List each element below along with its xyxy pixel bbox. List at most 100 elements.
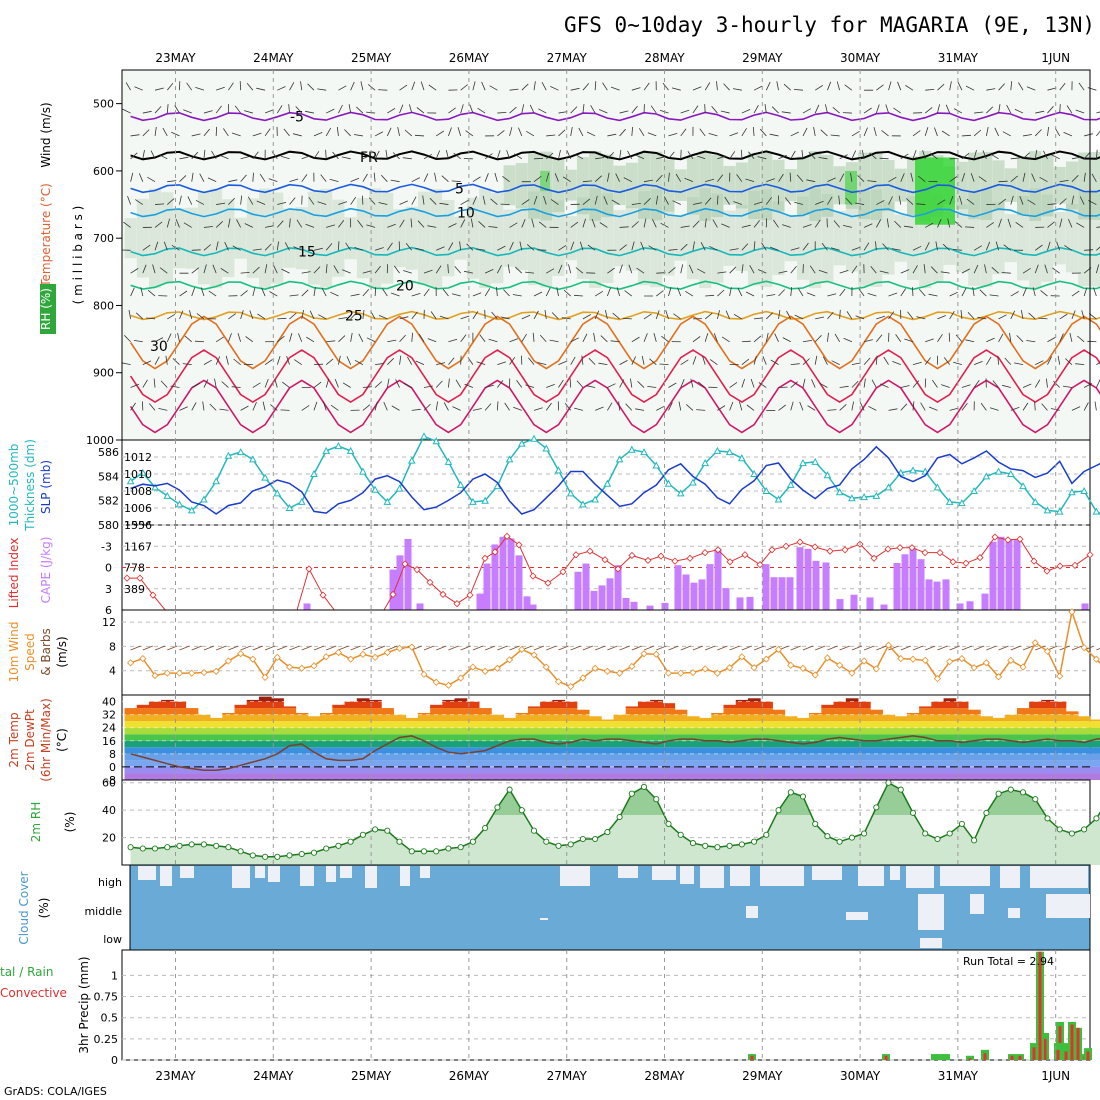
temp-band xyxy=(564,701,578,709)
temp-band xyxy=(173,727,187,735)
wind-barb xyxy=(194,340,204,343)
wind-barb xyxy=(937,83,945,91)
temp-band xyxy=(442,708,456,715)
wind-barb xyxy=(203,128,211,137)
day-label-top: 24MAY xyxy=(253,51,294,65)
temp-band xyxy=(1029,760,1042,767)
temp-band xyxy=(136,708,150,715)
clear-sky-block xyxy=(890,866,900,880)
rh-cell xyxy=(369,188,382,288)
wind-barb xyxy=(894,220,902,228)
wind-barb xyxy=(219,155,229,160)
temp-band xyxy=(148,753,162,761)
temp-band xyxy=(1041,766,1055,774)
temp-band xyxy=(601,760,614,767)
wind-barb xyxy=(576,380,584,388)
li-point xyxy=(686,554,694,562)
wind-barb xyxy=(399,316,409,320)
temp-band xyxy=(332,773,346,780)
wind-barb xyxy=(876,315,886,320)
temp-band xyxy=(760,760,773,767)
day-label-top: 25MAY xyxy=(351,51,392,65)
temp-band xyxy=(564,727,578,735)
rh-cell xyxy=(1004,168,1017,202)
temp-band xyxy=(552,721,566,728)
wind-barb xyxy=(876,200,885,205)
wind-barb xyxy=(600,335,608,343)
temp-band xyxy=(344,753,358,761)
wind-barb xyxy=(711,105,718,114)
wind-barb xyxy=(1018,82,1024,91)
wind10-speed-point xyxy=(970,664,978,672)
rh-cell xyxy=(894,168,907,202)
rh-cell xyxy=(980,151,993,221)
temp-band xyxy=(222,734,236,741)
temp-band xyxy=(821,753,835,761)
rh-area xyxy=(127,779,1100,865)
wind-barb xyxy=(387,358,394,365)
temp-band xyxy=(650,708,663,715)
wind-barb xyxy=(661,335,669,343)
temp-band xyxy=(271,773,284,780)
wind-barb xyxy=(496,287,498,297)
temp-band xyxy=(564,708,578,715)
wind10-speed-point xyxy=(933,675,942,683)
temp-band xyxy=(479,753,492,761)
rh-cell xyxy=(1041,194,1054,282)
temp-band xyxy=(197,727,211,735)
temp-band xyxy=(723,747,737,754)
temp-band xyxy=(1065,747,1079,754)
wind-barb xyxy=(961,134,971,137)
wind10-speed-point xyxy=(518,645,526,654)
temp-band xyxy=(699,734,712,741)
wind-barb xyxy=(1047,126,1049,136)
wind-barb xyxy=(203,264,207,274)
wind-barb xyxy=(1066,105,1073,114)
thickness-line-point xyxy=(126,477,135,485)
temp-band xyxy=(136,740,150,748)
temp-band xyxy=(258,734,272,741)
wind-barb xyxy=(643,313,652,320)
thickness-line-point xyxy=(322,446,331,454)
wind-barb xyxy=(653,332,657,342)
temp-band xyxy=(686,716,700,722)
rh-cell xyxy=(161,192,174,285)
temp-band xyxy=(662,747,676,754)
temp-band xyxy=(173,766,187,774)
wind-barb xyxy=(380,174,388,182)
wind-barb xyxy=(965,226,975,228)
temp-band xyxy=(686,760,700,767)
wind-barb xyxy=(191,151,199,160)
temp-band xyxy=(442,766,456,774)
upper-temp-label: Temperature (°C) xyxy=(39,183,53,288)
rh-point xyxy=(738,841,745,848)
wind10-speed-point xyxy=(310,662,318,670)
wind-barb xyxy=(148,403,156,411)
temp-band xyxy=(466,760,480,767)
thickness-tick-label: 586 xyxy=(98,446,119,459)
temp-band xyxy=(295,734,309,741)
temp-band xyxy=(185,727,199,735)
cape-bar xyxy=(778,577,786,610)
temp-band xyxy=(405,773,419,780)
li-point xyxy=(726,558,734,566)
wind-barb xyxy=(154,221,163,228)
slp-tick-label: 1006 xyxy=(124,502,152,515)
temp-band xyxy=(772,709,786,715)
wind-barb xyxy=(1047,356,1052,365)
temp-band xyxy=(699,721,712,728)
temp-band xyxy=(368,699,382,702)
temp-band xyxy=(980,740,993,748)
cloud-label-high: high xyxy=(98,876,122,889)
wind-barb xyxy=(808,152,816,160)
temp-band xyxy=(234,740,248,748)
wind-barb xyxy=(815,200,824,205)
rh-tick-label: 60 xyxy=(102,777,116,790)
wind-barb xyxy=(776,81,779,91)
temp-band xyxy=(466,727,480,735)
wind-barb xyxy=(460,315,470,320)
temp-band xyxy=(210,740,223,748)
wind10-speed-point xyxy=(493,664,501,672)
wind-barb xyxy=(276,355,281,365)
temp-band xyxy=(320,734,333,741)
